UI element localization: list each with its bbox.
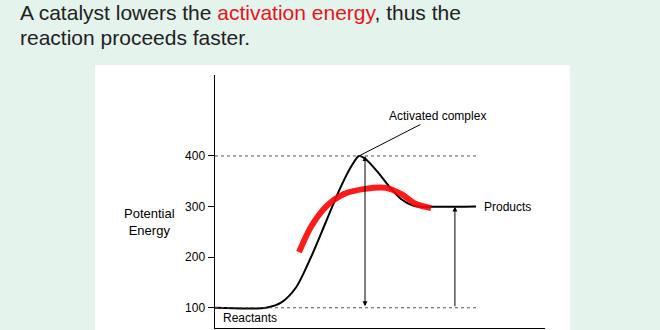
svg-text:PotentialEnergy: PotentialEnergy [124, 206, 175, 238]
svg-text:Reactants: Reactants [223, 311, 277, 325]
html-text:A catalyst lowers the activati: A catalyst lowers the activation energy,… [20, 1, 461, 24]
svg-text:Activated complex: Activated complex [389, 109, 486, 123]
svg-text:400: 400 [185, 149, 205, 163]
svg-text:100: 100 [185, 301, 205, 315]
svg-text:Products: Products [484, 200, 531, 214]
svg-text:200: 200 [185, 250, 205, 264]
svg-text:300: 300 [185, 200, 205, 214]
html-text:reaction proceeds faster.: reaction proceeds faster. [20, 26, 250, 49]
